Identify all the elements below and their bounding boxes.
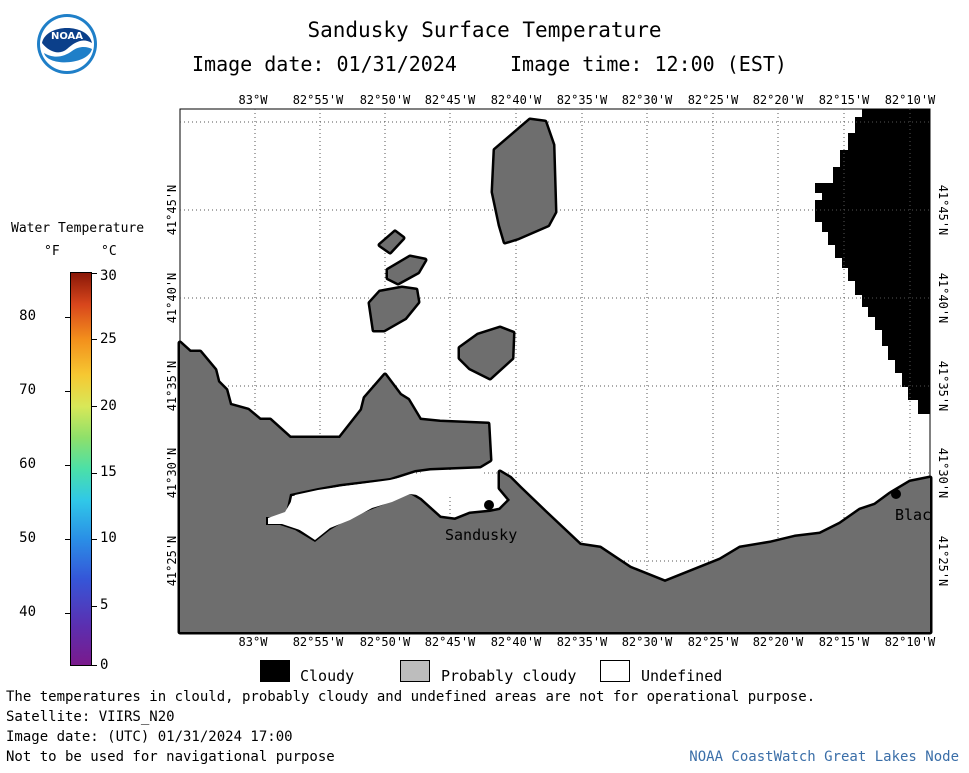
unit-fahrenheit: °F <box>44 244 60 259</box>
lon-label-top: 83°W <box>238 93 268 107</box>
f-tick-label: 50 <box>19 530 36 546</box>
legend-swatch-probably-cloudy <box>400 660 430 682</box>
lat-label-right: 41°45'N <box>936 184 950 236</box>
lat-label-right: 41°35'N <box>936 360 950 412</box>
lon-label-bottom: 82°50'W <box>359 635 411 649</box>
lat-label-left: 41°25'N <box>165 535 179 587</box>
temperature-colorbar <box>65 272 97 666</box>
legend-label-probably-cloudy: Probably cloudy <box>441 667 577 685</box>
c-tick-label: 15 <box>100 464 117 480</box>
city-label-sandusky: Sandusky <box>445 526 518 544</box>
lon-label-bottom: 82°55'W <box>292 635 344 649</box>
f-tick-label: 70 <box>19 382 36 398</box>
lat-label-left: 41°45'N <box>165 184 179 236</box>
sandusky-bay <box>268 470 488 540</box>
f-tick-label: 60 <box>19 456 36 472</box>
lat-label-left: 41°30'N <box>165 447 179 499</box>
south-bass-island <box>457 325 516 381</box>
c-tick-label: 20 <box>100 398 117 414</box>
lon-label-top: 82°35'W <box>556 93 608 107</box>
map-title: Sandusky Surface Temperature <box>307 18 662 42</box>
north-bass-islet-inner <box>385 238 399 250</box>
lon-label-top: 82°10'W <box>884 93 936 107</box>
c-tick-label: 0 <box>100 657 109 673</box>
f-tick-label: 40 <box>19 604 36 620</box>
lon-label-bottom: 82°40'W <box>490 635 542 649</box>
disclaimer-text: The temperatures in clould, probably clo… <box>6 689 816 705</box>
unit-celsius: °C <box>101 244 117 259</box>
utc-date-text: Image date: (UTC) 01/31/2024 17:00 <box>6 729 293 745</box>
c-tick-label: 10 <box>100 530 117 546</box>
lon-label-top: 82°25'W <box>687 93 739 107</box>
lat-label-right: 41°40'N <box>936 272 950 324</box>
image-date: Image date: 01/31/2024 <box>192 52 457 76</box>
lon-label-top: 82°50'W <box>359 93 411 107</box>
lon-label-bottom: 82°45'W <box>424 635 476 649</box>
lon-label-bottom: 82°20'W <box>752 635 804 649</box>
c-tick-label: 5 <box>100 597 109 613</box>
north-bass-island <box>385 254 428 286</box>
lat-label-right: 41°25'N <box>936 535 950 587</box>
lon-label-top: 82°20'W <box>752 93 804 107</box>
legend-swatch-cloudy <box>260 660 290 682</box>
navigation-warning: Not to be used for navigational purpose <box>6 749 335 765</box>
lon-label-bottom: 82°10'W <box>884 635 936 649</box>
lon-label-bottom: 82°35'W <box>556 635 608 649</box>
lon-label-top: 82°15'W <box>818 93 870 107</box>
f-tick-label: 80 <box>19 308 36 324</box>
noaa-logo: NOAA <box>37 14 97 74</box>
image-time: Image time: 12:00 (EST) <box>510 52 787 76</box>
noaa-logo-text: NOAA <box>51 31 83 42</box>
c-tick-label: 25 <box>100 331 117 347</box>
lon-label-bottom: 82°15'W <box>818 635 870 649</box>
legend-label-cloudy: Cloudy <box>300 667 355 685</box>
lon-label-top: 82°55'W <box>292 93 344 107</box>
lon-label-bottom: 82°25'W <box>687 635 739 649</box>
sandusky-marker <box>484 500 494 510</box>
middle-bass-island <box>367 285 421 333</box>
lat-label-left: 41°35'N <box>165 360 179 412</box>
city-label-blac: Blac <box>895 506 932 524</box>
legend-label-undefined: Undefined <box>641 667 723 685</box>
kelleys-island <box>490 117 558 245</box>
legend-title: Water Temperature <box>11 221 145 236</box>
credit-text: NOAA CoastWatch Great Lakes Node <box>689 749 959 765</box>
satellite-text: Satellite: VIIRS_N20 <box>6 709 175 725</box>
lon-label-top: 82°40'W <box>490 93 542 107</box>
legend-swatch-undefined <box>600 660 630 682</box>
lon-label-bottom: 82°30'W <box>621 635 673 649</box>
lon-label-top: 82°45'W <box>424 93 476 107</box>
lon-label-bottom: 83°W <box>238 635 268 649</box>
c-tick-label: 30 <box>100 268 117 284</box>
blac-marker <box>891 489 901 499</box>
lat-label-left: 41°40'N <box>165 272 179 324</box>
lat-label-right: 41°30'N <box>936 447 950 499</box>
lon-label-top: 82°30'W <box>621 93 673 107</box>
